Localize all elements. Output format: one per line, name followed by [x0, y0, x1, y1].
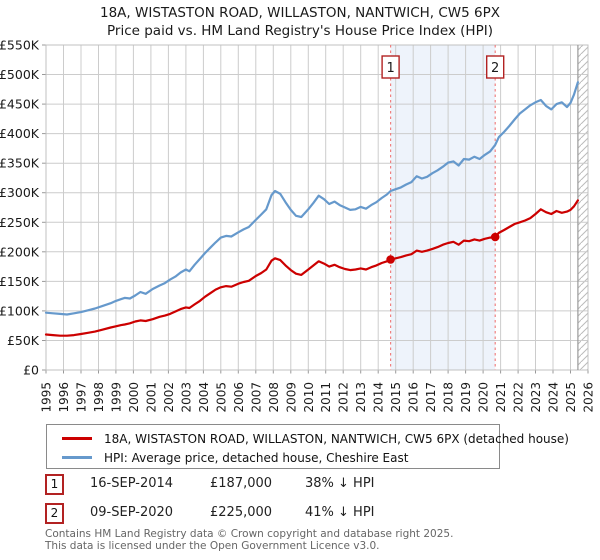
svg-text:£0: £0 [23, 363, 39, 378]
y-axis-labels: £0 £50K £100K £150K £200K £250K £300K £350K £400… [0, 38, 40, 378]
page-subtitle: Price paid vs. HM Land Registry's House … [107, 23, 493, 39]
svg-text:1998: 1998 [92, 382, 106, 413]
svg-text:2019: 2019 [459, 382, 473, 413]
copyright-footer: Contains HM Land Registry data © Crown c… [45, 528, 453, 552]
svg-text:2016: 2016 [407, 382, 421, 413]
legend-item-property: 18A, WISTASTON ROAD, WILLASTON, NANTWICH… [53, 429, 569, 448]
transaction-1-price: £187,000 [210, 476, 273, 491]
chart-legend: 18A, WISTASTON ROAD, WILLASTON, NANTWICH… [46, 424, 569, 469]
svg-text:2012: 2012 [337, 382, 351, 413]
svg-text:1997: 1997 [75, 382, 89, 413]
sale-1-dot [386, 255, 395, 264]
svg-text:£300K: £300K [0, 185, 40, 200]
svg-text:2013: 2013 [354, 382, 368, 413]
svg-text:2005: 2005 [214, 382, 228, 413]
hpi-line-swatch-icon [62, 456, 92, 459]
page-title: 18A, WISTASTON ROAD, WILLASTON, NANTWICH… [100, 5, 500, 21]
sale-2-dot [490, 232, 500, 242]
svg-text:2024: 2024 [547, 382, 561, 413]
x-axis-labels: 1995 1996 1997 1998 1999 2000 2001 2002 2003 2004… [40, 382, 596, 413]
svg-text:2007: 2007 [249, 382, 263, 413]
svg-text:1999: 1999 [109, 382, 123, 413]
legend-label-property: 18A, WISTASTON ROAD, WILLASTON, NANTWICH… [104, 431, 569, 446]
svg-text:2020: 2020 [477, 382, 491, 413]
svg-text:2018: 2018 [442, 382, 456, 413]
svg-text:2021: 2021 [494, 382, 508, 413]
svg-text:2010: 2010 [302, 382, 316, 413]
svg-text:2026: 2026 [582, 382, 596, 413]
svg-text:2004: 2004 [197, 382, 211, 413]
svg-text:£250K: £250K [0, 215, 40, 230]
svg-text:2001: 2001 [144, 382, 158, 413]
transaction-2-hpi-diff: 41% ↓ HPI [305, 505, 375, 520]
price-chart-svg: £0 £50K £100K £150K £200K £250K £300K £350K £400… [0, 38, 596, 413]
svg-text:£350K: £350K [0, 156, 40, 171]
sale-2-flag: 2 [486, 55, 505, 79]
property-series-line [44, 199, 580, 337]
chart-grid [42, 44, 589, 374]
transaction-1-number-badge: 1 [45, 474, 64, 495]
svg-text:2000: 2000 [127, 382, 141, 413]
svg-text:2023: 2023 [529, 382, 543, 413]
svg-text:£400K: £400K [0, 126, 40, 141]
svg-text:2015: 2015 [389, 382, 403, 413]
svg-text:£100K: £100K [0, 303, 40, 318]
svg-text:2014: 2014 [372, 382, 386, 413]
svg-text:£200K: £200K [0, 244, 40, 259]
svg-text:2011: 2011 [319, 382, 333, 413]
transaction-2-number-badge: 2 [45, 503, 64, 524]
svg-text:1995: 1995 [40, 382, 54, 413]
transaction-1-hpi-diff: 38% ↓ HPI [305, 476, 375, 491]
svg-text:2008: 2008 [267, 382, 281, 413]
svg-text:2006: 2006 [232, 382, 246, 413]
svg-text:2009: 2009 [284, 382, 298, 413]
svg-text:2017: 2017 [424, 382, 438, 413]
svg-text:£150K: £150K [0, 274, 40, 289]
footer-line-2: This data is licensed under the Open Gov… [45, 540, 380, 552]
svg-text:2: 2 [491, 61, 499, 76]
svg-text:£450K: £450K [0, 97, 40, 112]
transaction-2-price: £225,000 [210, 505, 273, 520]
property-line-swatch-icon [62, 437, 92, 440]
svg-text:£50K: £50K [7, 333, 40, 348]
footer-line-1: Contains HM Land Registry data © Crown c… [45, 528, 454, 540]
sale-1-flag: 1 [381, 55, 400, 79]
svg-text:1996: 1996 [57, 382, 71, 413]
legend-label-hpi: HPI: Average price, detached house, Ches… [104, 450, 409, 465]
svg-text:2025: 2025 [564, 382, 578, 413]
chart-area: £0 £50K £100K £150K £200K £250K £300K £350K £400… [0, 38, 600, 426]
svg-text:1: 1 [386, 61, 394, 76]
svg-text:2003: 2003 [179, 382, 193, 413]
hpi-series-line [44, 81, 580, 316]
between-sales-shade [390, 45, 496, 370]
future-hatch-region [577, 45, 588, 370]
svg-text:2002: 2002 [162, 382, 176, 413]
legend-item-hpi: HPI: Average price, detached house, Ches… [53, 448, 493, 467]
transaction-list: 1 16-SEP-2014 £187,000 38% ↓ HPI 2 09-SE… [45, 474, 565, 528]
svg-text:£500K: £500K [0, 67, 40, 82]
svg-text:£550K: £550K [0, 40, 40, 53]
svg-text:2022: 2022 [512, 382, 526, 413]
transaction-1-date: 16-SEP-2014 [90, 476, 174, 491]
transaction-2-date: 09-SEP-2020 [90, 505, 174, 520]
